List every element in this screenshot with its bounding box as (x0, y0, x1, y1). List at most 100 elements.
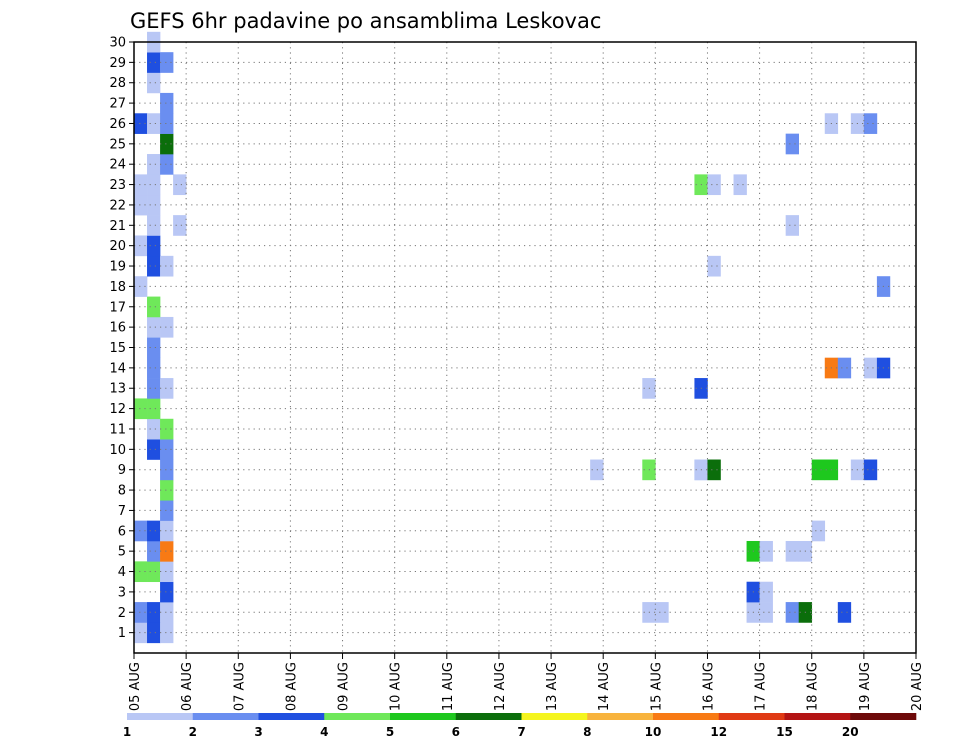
y-tick-label: 14 (109, 361, 126, 376)
heatmap-cell (134, 276, 148, 297)
heatmap-cell (134, 520, 148, 542)
y-tick-label: 23 (109, 178, 126, 193)
heatmap-cell (134, 602, 148, 623)
colorbar-label: 6 (452, 725, 460, 739)
heatmap-cell (147, 194, 161, 216)
heatmap-cell (160, 520, 174, 542)
heatmap-cells (134, 31, 891, 644)
heatmap-cell (655, 602, 669, 623)
y-tick-label: 28 (109, 76, 126, 91)
colorbar-label: 2 (189, 725, 197, 739)
heatmap-cell (147, 255, 161, 277)
x-tick-label: 16 AUG (701, 662, 716, 711)
colorbar-swatch (587, 713, 654, 720)
heatmap-cell (160, 133, 174, 155)
heatmap-cell (134, 561, 148, 583)
heatmap-cell (160, 561, 174, 583)
x-tick-label: 14 AUG (597, 662, 612, 711)
x-tick-label: 10 AUG (389, 662, 404, 711)
y-tick-label: 9 (118, 463, 126, 478)
heatmap-cell (160, 500, 174, 521)
heatmap-cell (147, 520, 161, 542)
heatmap-cell (707, 255, 721, 277)
colorbar-swatch (718, 713, 785, 720)
x-axis-ticks: 05 AUG 06 AUG 07 AUG 08 AUG 09 AUG 10 AUG 11 A… (128, 653, 925, 711)
x-tick-label: 15 AUG (649, 662, 664, 711)
y-tick-label: 18 (109, 280, 126, 295)
x-tick-label: 05 AUG (128, 662, 143, 711)
colorbar: 1 2 3 4 5 6 7 8 10 12 15 20 (123, 713, 917, 739)
x-tick-label: 19 AUG (858, 662, 873, 711)
heatmap-cell (147, 174, 161, 196)
heatmap-cell (160, 540, 174, 562)
heatmap-cell (147, 357, 161, 379)
x-tick-label: 09 AUG (337, 662, 352, 711)
y-tick-label: 22 (109, 198, 126, 213)
y-tick-label: 27 (109, 97, 126, 112)
heatmap-cell (160, 378, 174, 399)
y-tick-label: 24 (109, 158, 126, 173)
heatmap-cell (147, 561, 161, 583)
colorbar-label: 20 (842, 725, 859, 739)
colorbar-swatch (258, 713, 325, 720)
heatmap-cell (134, 235, 148, 257)
heatmap-cell (147, 296, 161, 318)
heatmap-cell (134, 398, 148, 420)
colorbar-label: 3 (254, 725, 262, 739)
heatmap-cell (147, 316, 161, 338)
heatmap-cell (759, 540, 773, 562)
heatmap-cell (837, 357, 852, 379)
y-tick-label: 1 (118, 626, 126, 641)
y-tick-label: 7 (118, 504, 126, 519)
heatmap-cell (147, 439, 161, 460)
heatmap-cell (147, 72, 161, 94)
heatmap-cell (147, 378, 161, 399)
colorbar-swatch (850, 713, 917, 720)
heatmap-cell (147, 235, 161, 257)
x-tick-label: 18 AUG (806, 662, 821, 711)
colorbar-label: 15 (776, 725, 793, 739)
heatmap-cell (863, 113, 878, 134)
y-tick-label: 12 (109, 402, 126, 417)
heatmap-cell (837, 602, 852, 623)
heatmap-cell (759, 602, 773, 623)
heatmap-cell (160, 255, 174, 277)
heatmap-cell (811, 520, 826, 542)
y-tick-label: 3 (118, 585, 126, 600)
y-tick-label: 8 (118, 484, 126, 499)
colorbar-swatch (521, 713, 588, 720)
x-tick-label: 07 AUG (232, 662, 247, 711)
y-tick-label: 4 (118, 565, 126, 580)
y-tick-label: 19 (109, 260, 126, 275)
y-tick-label: 20 (109, 239, 126, 254)
colorbar-label: 5 (386, 725, 394, 739)
heatmap-cell (707, 459, 721, 481)
heatmap-cell (173, 215, 187, 236)
heatmap-cell (785, 540, 799, 562)
heatmap-cell (160, 439, 174, 460)
y-tick-label: 15 (109, 341, 126, 356)
heatmap-cell (785, 215, 799, 236)
heatmap-cell (160, 581, 174, 603)
x-tick-label: 08 AUG (284, 662, 299, 711)
heatmap-cell (147, 215, 161, 236)
chart-title: GEFS 6hr padavine po ansamblima Leskovac (130, 9, 601, 33)
y-tick-label: 17 (109, 300, 126, 315)
heatmap-cell (147, 337, 161, 358)
y-tick-label: 10 (109, 443, 126, 458)
colorbar-swatch (127, 713, 194, 720)
colorbar-swatch (390, 713, 457, 720)
heatmap-cell (160, 113, 174, 134)
heatmap-cell (147, 154, 161, 175)
heatmap-cell (147, 622, 161, 644)
heatmap-cell (733, 174, 747, 196)
x-tick-label: 12 AUG (493, 662, 508, 711)
y-tick-label: 16 (109, 321, 126, 336)
y-tick-label: 2 (118, 606, 126, 621)
heatmap-cell (160, 92, 174, 114)
heatmap-cell (147, 52, 161, 73)
y-tick-label: 11 (109, 422, 126, 437)
heatmap-cell (863, 459, 878, 481)
colorbar-label: 8 (583, 725, 591, 739)
heatmap-cell (147, 602, 161, 623)
